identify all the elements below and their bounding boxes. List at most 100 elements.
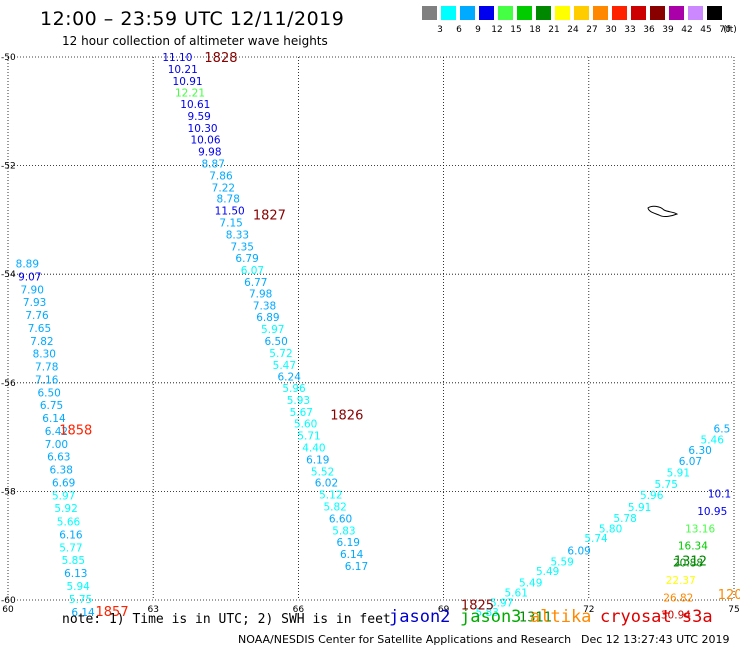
wave-height-label: 6.14 [71, 607, 95, 619]
wave-height-label: 5.97 [261, 324, 284, 336]
scale-swatch [707, 6, 722, 20]
scale-swatch [441, 6, 456, 20]
wave-height-label: 8.33 [226, 230, 249, 242]
wave-height-label: 6.60 [329, 514, 352, 526]
scale-swatch [517, 6, 532, 20]
wave-height-label: 9.07 [18, 271, 41, 283]
wave-height-label: 30.94 [661, 610, 691, 622]
wave-height-label: 5.59 [550, 556, 573, 568]
wave-height-label: 7.82 [30, 336, 53, 348]
wave-height-label: 10.91 [173, 76, 203, 88]
wave-height-label: 5.49 [519, 578, 542, 590]
wave-height-label: 22.37 [666, 575, 696, 587]
wave-height-label: 5.83 [475, 607, 498, 619]
wave-height-label: 5.83 [332, 525, 355, 537]
wave-height-label: 26.82 [663, 592, 693, 604]
wave-height-label: 7.76 [25, 310, 49, 322]
pass-time-label: 1312 [674, 554, 707, 569]
credit-line: NOAA/NESDIS Center for Satellite Applica… [238, 633, 572, 646]
wave-height-label: 9.59 [187, 111, 210, 123]
wave-height-label: 5.97 [490, 598, 513, 610]
wave-height-label: 6.24 [278, 371, 302, 383]
satellite-legend-jason3: jason3 [460, 607, 522, 627]
wave-height-label: 6.30 [688, 445, 711, 457]
scale-label: 45 [700, 25, 712, 35]
y-tick-label: -60 [1, 596, 16, 606]
scale-label: 12 [491, 25, 503, 35]
wave-height-label: 6.02 [315, 478, 338, 490]
wave-height-label: 4.40 [302, 442, 325, 454]
scale-swatch [422, 6, 437, 20]
wave-height-label: 10.1 [708, 489, 731, 501]
x-tick-label: 60 [2, 605, 14, 615]
satellite-legend-cryosat-s3a: cryosat s3a [600, 607, 713, 627]
wave-height-label: 10.95 [697, 506, 727, 518]
wave-height-label: 5.46 [701, 434, 725, 446]
x-tick-label: 75 [728, 605, 739, 615]
wave-height-label: 7.78 [35, 362, 58, 374]
wave-height-label: 6.17 [345, 561, 368, 573]
wave-height-label: 10.06 [190, 135, 220, 147]
scale-label: 39 [662, 25, 674, 35]
wave-height-label: 5.97 [52, 491, 75, 503]
y-tick-label: -54 [1, 270, 16, 280]
wave-height-label: 8.30 [33, 348, 56, 360]
wave-height-label: 5.80 [599, 523, 622, 535]
pass-time-label: 1828 [204, 51, 237, 66]
wave-height-label: 6.19 [306, 454, 329, 466]
wave-height-label: 6.19 [337, 537, 360, 549]
pass-time-label: 1857 [96, 605, 129, 620]
wave-height-label: 12.21 [175, 87, 205, 99]
wave-height-label: 5.49 [536, 566, 559, 578]
scale-label: 3 [437, 25, 443, 35]
wave-height-label: 7.86 [209, 170, 233, 182]
wave-height-label: 8.89 [16, 258, 39, 270]
wave-height-label: 6.09 [567, 546, 590, 558]
wave-height-label: 11.10 [162, 52, 192, 64]
island-outline [647, 205, 679, 218]
wave-height-label: 6.75 [40, 400, 63, 412]
wave-height-label: 6.79 [235, 253, 258, 265]
wave-height-label: 5.93 [287, 395, 310, 407]
wave-height-label: 5.12 [319, 490, 342, 502]
wave-height-label: 5.75 [655, 479, 678, 491]
footnote: note: 1) Time is in UTC; 2) SWH is in fe… [62, 612, 391, 627]
wave-height-label: 5.82 [323, 502, 346, 514]
wave-height-label: 5.94 [66, 581, 90, 593]
y-tick-label: -50 [1, 53, 16, 63]
wave-height-label: 6.14 [42, 413, 66, 425]
scale-label: 33 [624, 25, 636, 35]
scale-label: 70 [719, 25, 731, 35]
wave-height-label: 5.61 [505, 587, 528, 599]
pass-time-label: 1825 [461, 598, 494, 613]
wave-height-label: 10.30 [188, 123, 218, 135]
scale-swatch [460, 6, 475, 20]
generation-timestamp: Dec 12 13:27:43 UTC 2019 [581, 633, 730, 646]
wave-height-label: 6.50 [37, 388, 60, 400]
wave-height-label: 5.91 [628, 502, 651, 514]
wave-height-label: 8.78 [217, 194, 240, 206]
wave-height-label: 5.47 [273, 360, 296, 372]
wave-height-label: 5.78 [613, 513, 636, 525]
wave-height-label: 7.93 [23, 297, 46, 309]
satellite-legend-altika: altika [530, 607, 592, 627]
scale-label: 21 [548, 25, 560, 35]
wave-height-label: 5.60 [294, 419, 317, 431]
wave-height-label: 7.15 [219, 218, 242, 230]
scale-swatch [593, 6, 608, 20]
y-tick-label: -52 [1, 162, 16, 172]
scale-label: 30 [605, 25, 617, 35]
pass-time-label: 1311 [519, 610, 552, 625]
wave-height-label: 6.89 [256, 312, 279, 324]
wave-height-label: 5.91 [667, 467, 690, 479]
wave-height-label: 5.74 [584, 533, 608, 545]
pass-time-label: 1826 [330, 408, 363, 423]
wave-height-label: 7.90 [21, 284, 44, 296]
wave-height-label: 6.77 [244, 277, 267, 289]
scale-label: 27 [586, 25, 598, 35]
wave-height-label: 7.35 [231, 242, 254, 254]
pass-time-label: 120 [718, 588, 740, 603]
wave-height-label: 5.92 [54, 503, 77, 515]
scale-swatch [498, 6, 513, 20]
